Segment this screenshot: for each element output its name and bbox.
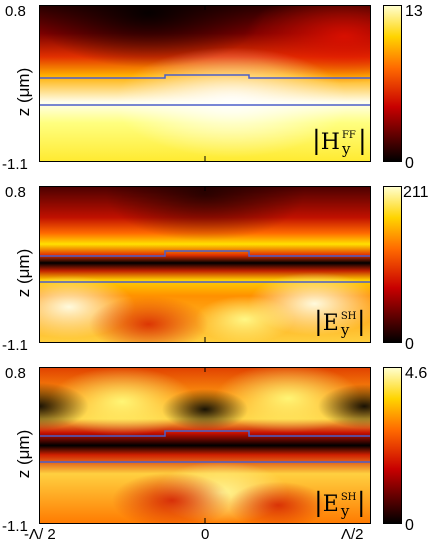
colorbar-max-1: 13 [405, 3, 423, 20]
heatmap-2 [39, 186, 371, 343]
y-tick-bottom-3: -1.1 [2, 518, 28, 535]
y-tick-top-1: 0.8 [5, 3, 26, 20]
colorbar-max-2: 211 [403, 184, 429, 201]
colorbar-max-3: 4.6 [405, 365, 428, 382]
panel-2: 0.8 -1.1 z (μm) |E SH y | 211 0 [0, 181, 435, 361]
structure-line-top-3 [39, 430, 371, 437]
x-tick-center: 0 [201, 526, 210, 543]
colorbar-min-3: 0 [405, 517, 414, 534]
y-tick-top-3: 0.8 [5, 365, 26, 382]
y-axis-label-3: z (μm) [14, 429, 33, 479]
field-label-2: |E SH y | [314, 307, 366, 339]
colorbar-min-1: 0 [405, 155, 414, 172]
colorbar-1 [383, 5, 402, 162]
y-axis-label-2: z (μm) [14, 248, 33, 298]
x-tick-right: Λ/2 [341, 526, 364, 543]
colorbar-3 [383, 367, 402, 524]
y-tick-bottom-1: -1.1 [2, 156, 28, 173]
y-tick-bottom-2: -1.1 [2, 337, 28, 354]
y-tick-top-2: 0.8 [5, 184, 26, 201]
y-axis-label-1: z (μm) [14, 67, 33, 117]
structure-line-top-1 [39, 74, 371, 79]
structure-line-top-2 [39, 250, 371, 257]
heatmap-1 [39, 5, 371, 162]
field-label-3: |E SH y | [314, 488, 366, 520]
panel-3: 0.8 -1.1 z (μm) |E SH y | 4.6 0 -Λ/ 2 0 Λ/2 [0, 362, 435, 549]
field-label-1: |H FF y | [312, 126, 367, 158]
panel-1: 0.8 -1.1 z (μm) |H FF y | 13 0 [0, 0, 435, 180]
colorbar-min-2: 0 [405, 336, 414, 353]
heatmap-3 [39, 367, 371, 524]
colorbar-2 [383, 186, 402, 343]
x-tick-left: -Λ/ 2 [24, 526, 56, 543]
